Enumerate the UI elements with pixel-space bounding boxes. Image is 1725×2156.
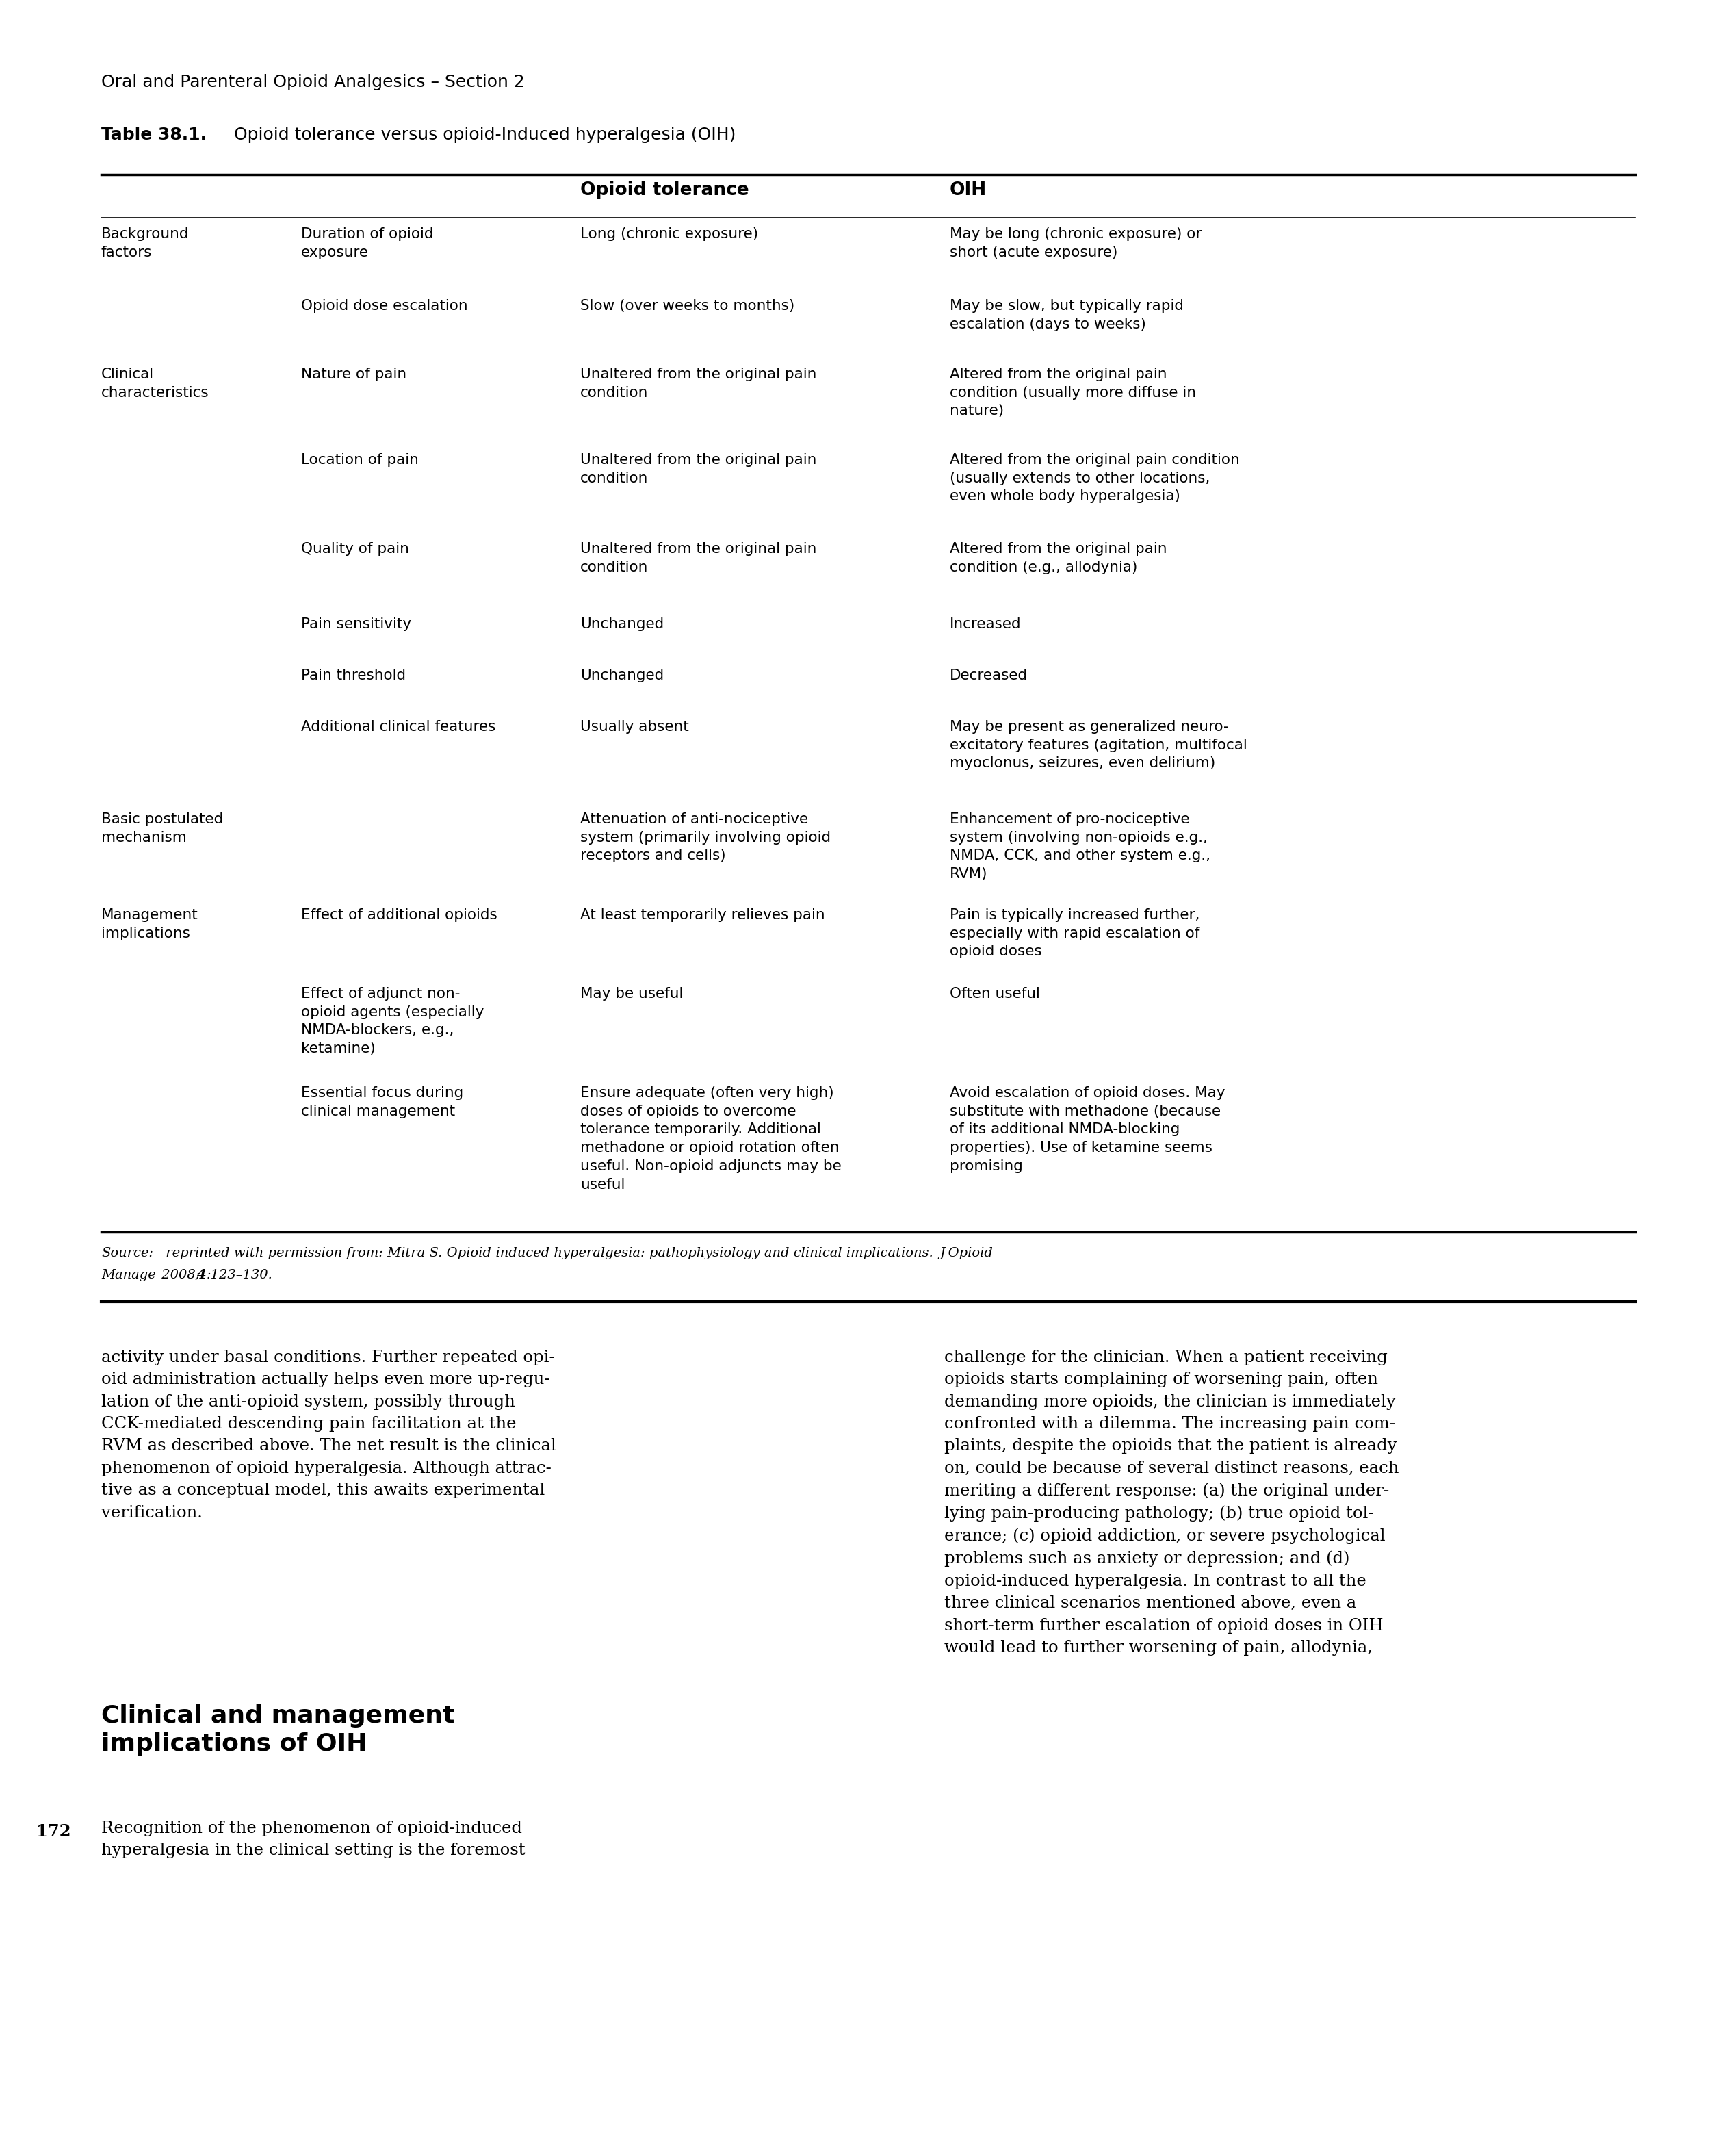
Text: At least temporarily relieves pain: At least temporarily relieves pain [580, 908, 825, 923]
Text: Pain threshold: Pain threshold [302, 668, 405, 683]
Text: Background
factors: Background factors [102, 226, 190, 259]
Text: Duration of opioid
exposure: Duration of opioid exposure [302, 226, 433, 259]
Text: Avoid escalation of opioid doses. May
substitute with methadone (because
of its : Avoid escalation of opioid doses. May su… [950, 1087, 1225, 1173]
Text: Ensure adequate (often very high)
doses of opioids to overcome
tolerance tempora: Ensure adequate (often very high) doses … [580, 1087, 842, 1192]
Text: Essential focus during
clinical management: Essential focus during clinical manageme… [302, 1087, 464, 1119]
Text: Altered from the original pain condition
(usually extends to other locations,
ev: Altered from the original pain condition… [950, 453, 1240, 502]
Text: Enhancement of pro-nociceptive
system (involving non-opioids e.g.,
NMDA, CCK, an: Enhancement of pro-nociceptive system (i… [950, 813, 1211, 882]
Text: OIH: OIH [950, 181, 987, 198]
Text: Increased: Increased [950, 617, 1021, 632]
Text: Unaltered from the original pain
condition: Unaltered from the original pain conditi… [580, 367, 816, 399]
Text: Slow (over weeks to months): Slow (over weeks to months) [580, 300, 795, 313]
Text: Altered from the original pain
condition (e.g., allodynia): Altered from the original pain condition… [950, 541, 1168, 573]
Text: May be useful: May be useful [580, 987, 683, 1000]
Text: Unaltered from the original pain
condition: Unaltered from the original pain conditi… [580, 541, 816, 573]
Text: Pain is typically increased further,
especially with rapid escalation of
opioid : Pain is typically increased further, esp… [950, 908, 1201, 959]
Text: Location of pain: Location of pain [302, 453, 419, 468]
Text: Effect of additional opioids: Effect of additional opioids [302, 908, 497, 923]
Text: Recognition of the phenomenon of opioid-induced
hyperalgesia in the clinical set: Recognition of the phenomenon of opioid-… [102, 1820, 524, 1858]
Text: Table 38.1.: Table 38.1. [102, 127, 207, 142]
Text: Long (chronic exposure): Long (chronic exposure) [580, 226, 759, 241]
Text: Quality of pain: Quality of pain [302, 541, 409, 556]
Text: reprinted with permission from: Mitra S. Opioid-induced hyperalgesia: pathophysi: reprinted with permission from: Mitra S.… [162, 1246, 994, 1259]
Text: Decreased: Decreased [950, 668, 1028, 683]
Text: Management
implications: Management implications [102, 908, 198, 940]
Text: Nature of pain: Nature of pain [302, 367, 407, 382]
Text: 172: 172 [36, 1824, 71, 1839]
Text: Opioid dose escalation: Opioid dose escalation [302, 300, 467, 313]
Text: Manage: Manage [102, 1270, 155, 1281]
Text: Additional clinical features: Additional clinical features [302, 720, 495, 733]
Text: Usually absent: Usually absent [580, 720, 688, 733]
Text: Clinical and management
implications of OIH: Clinical and management implications of … [102, 1703, 455, 1755]
Text: Unchanged: Unchanged [580, 668, 664, 683]
Text: May be long (chronic exposure) or
short (acute exposure): May be long (chronic exposure) or short … [950, 226, 1202, 259]
Text: Oral and Parenteral Opioid Analgesics – Section 2: Oral and Parenteral Opioid Analgesics – … [102, 73, 524, 91]
Text: :123–130.: :123–130. [207, 1270, 273, 1281]
Text: Clinical
characteristics: Clinical characteristics [102, 367, 209, 399]
Text: 2008;: 2008; [157, 1270, 200, 1281]
Text: Opioid tolerance versus opioid-Induced hyperalgesia (OIH): Opioid tolerance versus opioid-Induced h… [223, 127, 737, 142]
Text: Pain sensitivity: Pain sensitivity [302, 617, 411, 632]
Text: Effect of adjunct non-
opioid agents (especially
NMDA-blockers, e.g.,
ketamine): Effect of adjunct non- opioid agents (es… [302, 987, 485, 1056]
Text: Often useful: Often useful [950, 987, 1040, 1000]
Text: Opioid tolerance: Opioid tolerance [580, 181, 749, 198]
Text: Source:: Source: [102, 1246, 154, 1259]
Text: challenge for the clinician. When a patient receiving
opioids starts complaining: challenge for the clinician. When a pati… [944, 1350, 1399, 1656]
Text: 4: 4 [197, 1270, 207, 1281]
Text: Altered from the original pain
condition (usually more diffuse in
nature): Altered from the original pain condition… [950, 367, 1195, 418]
Text: Basic postulated
mechanism: Basic postulated mechanism [102, 813, 223, 845]
Text: Unaltered from the original pain
condition: Unaltered from the original pain conditi… [580, 453, 816, 485]
Text: May be present as generalized neuro-
excitatory features (agitation, multifocal
: May be present as generalized neuro- exc… [950, 720, 1247, 770]
Text: May be slow, but typically rapid
escalation (days to weeks): May be slow, but typically rapid escalat… [950, 300, 1183, 332]
Text: Attenuation of anti-nociceptive
system (primarily involving opioid
receptors and: Attenuation of anti-nociceptive system (… [580, 813, 831, 862]
Text: Unchanged: Unchanged [580, 617, 664, 632]
Text: activity under basal conditions. Further repeated opi-
oid administration actual: activity under basal conditions. Further… [102, 1350, 555, 1520]
